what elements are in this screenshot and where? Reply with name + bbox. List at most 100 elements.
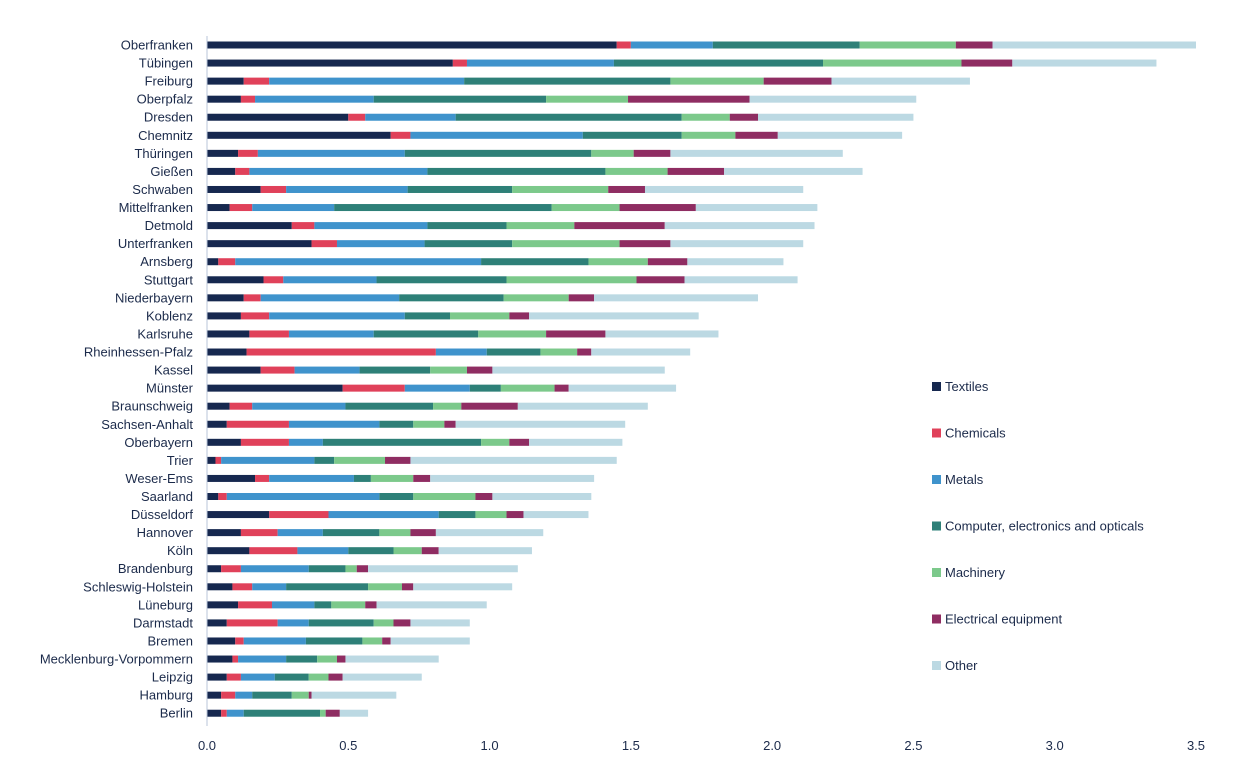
bar-segment-arnsberg-chemicals [218,258,236,266]
x-tick-label-2-5: 2.5 [904,738,922,753]
bar-segment-brandenburg-machinery [345,565,357,573]
category-label-darmstadt: Darmstadt [133,615,193,630]
bar-segment-mecklenburg-vorpommern-computer-electronics-and-opticals [286,655,318,663]
bar-segment-darmstadt-computer-electronics-and-opticals [308,619,374,627]
bar-segment-schwaben-textiles [207,185,261,193]
bar-segment-brandenburg-metals [240,565,309,573]
bar-segment-schleswig-holstein-electrical-equipment [401,583,414,591]
bar-segment-munster-electrical-equipment [554,384,569,392]
bar-segment-rheinhessen-pfalz-chemicals [246,348,436,356]
bar-segment-dusseldorf-electrical-equipment [506,511,524,519]
bar-segment-luneburg-metals [271,601,315,609]
bar-segment-chemnitz-other [777,131,903,139]
category-label-stuttgart: Stuttgart [144,272,194,287]
bar-segment-saarland-computer-electronics-and-opticals [379,493,414,500]
category-label-saarland: Saarland [141,489,193,504]
legend-label-other: Other [945,658,978,673]
bar-segment-stuttgart-chemicals [263,276,284,284]
bar-segment-berlin-other [339,709,369,717]
category-label-luneburg: Lüneburg [138,597,193,612]
x-tick-label-3-0: 3.0 [1046,738,1064,753]
legend-label-textiles: Textiles [945,379,989,394]
bar-segment-hannover-metals [277,529,323,537]
bar-segment-unterfranken-computer-electronics-and-opticals [424,240,513,248]
bar-segment-darmstadt-electrical-equipment [393,619,411,627]
bar-segment-dusseldorf-metals [328,511,439,519]
bar-segment-oberfranken-chemicals [616,41,631,49]
bar-segment-weser-ems-computer-electronics-and-opticals [353,474,371,482]
bar-segment-trier-machinery [334,456,386,464]
bar-segment-braunschweig-chemicals [229,402,253,410]
bar-segment-stuttgart-electrical-equipment [636,276,685,284]
bar-segment-saarland-other [492,493,592,500]
bar-segment-bremen-other [390,637,470,645]
bar-segment-oberbayern-computer-electronics-and-opticals [322,438,482,446]
bar-segment-tubingen-metals [466,59,614,67]
bar-segment-rheinhessen-pfalz-other [591,348,691,356]
bar-segment-arnsberg-other [687,258,784,266]
category-label-koln: Köln [167,543,193,558]
category-labels: Oberfranken Tübingen Freiburg Oberpfalz Dres… [40,38,194,721]
bar-segment-rheinhessen-pfalz-machinery [540,348,578,356]
legend-label-machinery: Machinery [945,565,1005,580]
bar-segment-oberpfalz-computer-electronics-and-opticals [373,95,547,103]
bar-segment-leipzig-chemicals [226,673,241,681]
x-tick-label-1-5: 1.5 [622,738,640,753]
bar-segment-oberfranken-electrical-equipment [955,41,993,49]
category-label-berlin: Berlin [160,706,193,721]
bar-segment-dusseldorf-chemicals [269,511,329,519]
bar-segment-niederbayern-computer-electronics-and-opticals [399,294,504,302]
bar-segment-hamburg-textiles [207,691,222,699]
bar-segment-hamburg-electrical-equipment [308,691,312,699]
bar-segment-kassel-electrical-equipment [466,366,493,374]
bar-segment-dresden-metals [365,113,456,121]
bar-segment-saarland-machinery [413,493,476,500]
bar-segment-schleswig-holstein-textiles [207,583,233,591]
bar-segment-oberfranken-machinery [859,41,956,49]
bar-segment-hannover-computer-electronics-and-opticals [322,529,380,537]
bar-segment-kassel-chemicals [260,366,295,374]
bar-segment-thuringen-machinery [591,149,634,157]
bar-segment-stuttgart-textiles [207,276,264,284]
bar-segment-detmold-chemicals [291,222,315,230]
category-label-koblenz: Koblenz [146,308,193,323]
bar-segment-leipzig-other [342,673,422,681]
bar-segment-chemnitz-electrical-equipment [735,131,778,139]
bar-segment-tubingen-textiles [207,59,453,67]
bar-segment-oberpfalz-textiles [207,95,241,103]
bar-segment-freiburg-other [831,77,970,85]
bar-segment-trier-other [410,456,617,464]
bar-segment-berlin-electrical-equipment [325,709,340,717]
bar-segment-schleswig-holstein-computer-electronics-and-opticals [286,583,369,591]
bar-segment-luneburg-electrical-equipment [365,601,377,609]
x-tick-label-3-5: 3.5 [1187,738,1205,753]
bar-segment-bremen-electrical-equipment [382,637,391,645]
legend-label-metals: Metals [945,472,984,487]
bar-segment-koln-metals [297,547,349,555]
legend-swatch-textiles [932,382,941,391]
bar-segment-oberfranken-textiles [207,41,617,49]
bar-segment-kassel-machinery [430,366,467,374]
bar-segment-weser-ems-machinery [370,474,414,482]
bar-segment-arnsberg-machinery [588,258,648,266]
bar-segment-berlin-metals [226,709,244,717]
bar-segment-munster-other [568,384,677,392]
bar-segment-schwaben-computer-electronics-and-opticals [407,185,513,193]
bar-segment-oberpfalz-electrical-equipment [628,95,750,103]
bar-segment-hannover-other [435,529,544,537]
bar-segment-unterfranken-machinery [512,240,620,248]
bar-segment-mecklenburg-vorpommern-other [345,655,439,663]
bar-segment-dusseldorf-computer-electronics-and-opticals [438,511,476,519]
bar-segment-braunschweig-other [517,402,648,410]
bar-segment-detmold-computer-electronics-and-opticals [427,222,507,230]
bar-segment-tubingen-chemicals [452,59,467,67]
bar-segment-stuttgart-machinery [506,276,637,284]
bar-segment-mecklenburg-vorpommern-machinery [317,655,337,663]
bar-segment-chemnitz-chemicals [390,131,411,139]
bar-segment-arnsberg-computer-electronics-and-opticals [481,258,589,266]
bar-segment-rheinhessen-pfalz-electrical-equipment [577,348,592,356]
x-tick-label-0-5: 0.5 [339,738,357,753]
legend-swatch-other [932,661,941,670]
bar-segment-sachsen-anhalt-textiles [207,420,227,428]
